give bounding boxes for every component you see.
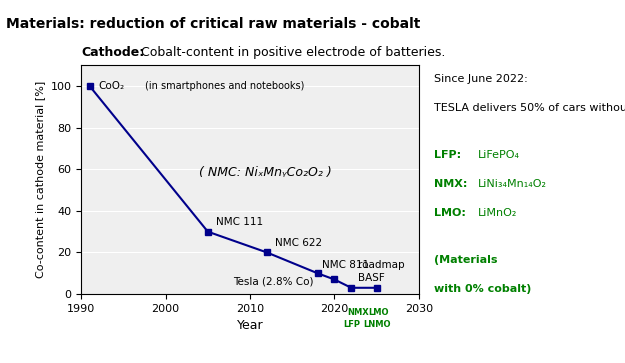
Text: (in smartphones and notebooks): (in smartphones and notebooks): [144, 81, 304, 91]
Text: LMO:: LMO:: [434, 208, 466, 218]
Text: LFP:: LFP:: [434, 150, 461, 160]
Text: Cobalt-content in positive electrode of batteries.: Cobalt-content in positive electrode of …: [141, 46, 445, 59]
Text: NMC 811: NMC 811: [322, 260, 369, 270]
Text: CoO₂: CoO₂: [98, 81, 124, 91]
Text: LNMO: LNMO: [362, 320, 390, 329]
Text: TESLA delivers 50% of cars without Co: TESLA delivers 50% of cars without Co: [434, 103, 625, 113]
Text: Cathode:: Cathode:: [81, 46, 144, 59]
Text: NMX: NMX: [347, 308, 369, 317]
Text: LiNi₃₄Mn₁₄O₂: LiNi₃₄Mn₁₄O₂: [478, 179, 547, 189]
Y-axis label: Co-content in cathode material [%]: Co-content in cathode material [%]: [35, 81, 45, 278]
Text: with 0% cobalt): with 0% cobalt): [434, 284, 532, 294]
Text: Since June 2022:: Since June 2022:: [434, 74, 528, 84]
Text: LMO: LMO: [368, 308, 389, 317]
Text: Tesla (2.8% Co): Tesla (2.8% Co): [233, 277, 314, 287]
Text: NMC 111: NMC 111: [216, 217, 263, 228]
X-axis label: Year: Year: [237, 319, 263, 332]
Text: NMX:: NMX:: [434, 179, 468, 189]
Text: LFP: LFP: [342, 320, 360, 329]
Text: (Materials: (Materials: [434, 255, 498, 265]
Text: LiMnO₂: LiMnO₂: [478, 208, 518, 218]
Text: ( NMC: NiₓMnᵧCo₂O₂ ): ( NMC: NiₓMnᵧCo₂O₂ ): [199, 166, 332, 179]
Text: Materials: reduction of critical raw materials - cobalt: Materials: reduction of critical raw mat…: [6, 17, 421, 30]
Text: LiFePO₄: LiFePO₄: [478, 150, 520, 160]
Text: roadmap
BASF: roadmap BASF: [358, 260, 404, 282]
Text: NMC 622: NMC 622: [275, 238, 322, 248]
